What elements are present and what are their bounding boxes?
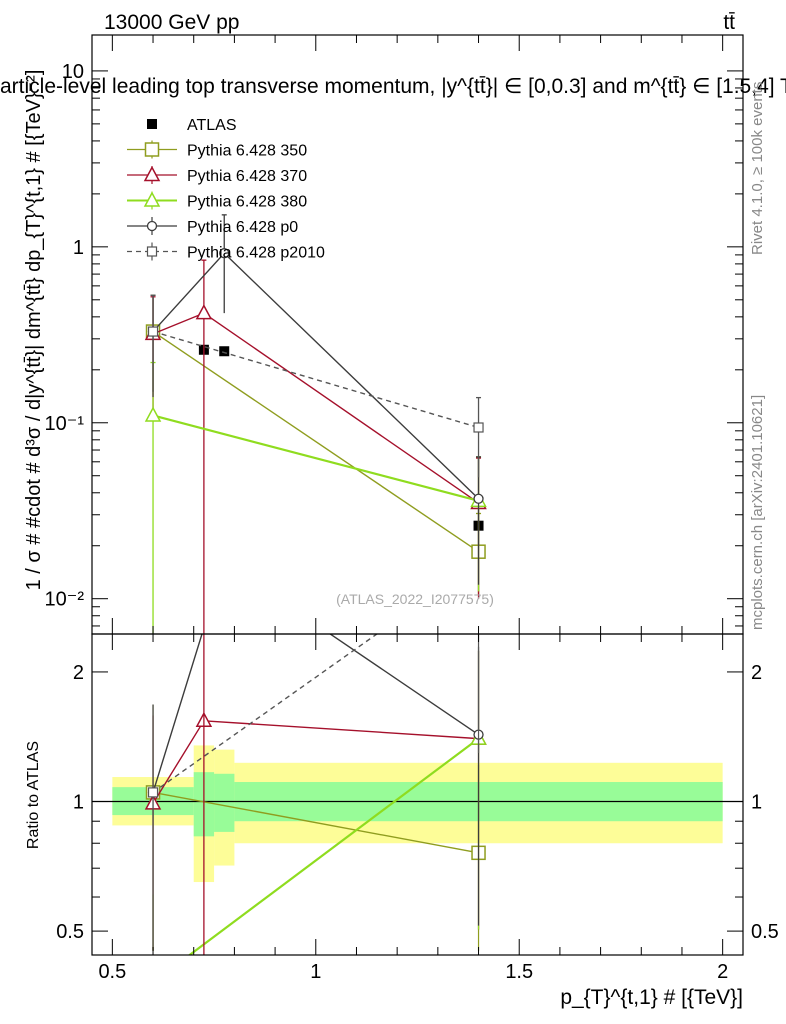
- xtick-label: 1.5: [505, 961, 533, 983]
- pythia-6-428-350-line: [152, 330, 479, 553]
- ratio-series: [144, 634, 487, 955]
- analysis-watermark: (ATLAS_2022_I2077575): [336, 591, 494, 607]
- ratio-pythia-6-428-p0-line: [152, 634, 479, 793]
- ratio-frame: [91, 633, 744, 956]
- pythia-6-428-p0-line: [152, 252, 480, 500]
- xtick-label: 1: [310, 961, 321, 983]
- legend-pythia-6-428-p2010-label: Pythia 6.428 p2010: [187, 245, 325, 262]
- rivet-label: Rivet 4.1.0, ≥ 100k events: [749, 82, 766, 255]
- legend-atlas-label: ATLAS: [187, 117, 237, 134]
- ratio-pythia-6-428-p2010-point-0: [147, 787, 159, 798]
- ratio-ytick-label-right: 0.5: [751, 921, 779, 943]
- legend-pythia-6-428-p2010-marker: [146, 246, 158, 257]
- main-ytick-label: 10⁻¹: [45, 413, 85, 435]
- pythia-6-428-380-point-0: [144, 406, 162, 422]
- pythia-6-428-p2010-point-0: [147, 326, 159, 337]
- axes: 10⁻² 10⁻¹ 1 10 0.5 1 1.5 2 0.5 0.5 1 1 2 2: [45, 35, 779, 983]
- legend-pythia-6-428-p2010: Pythia 6.428 p2010: [127, 242, 325, 262]
- ratio-ytick-label-left: 1: [73, 792, 84, 814]
- legend-pythia-6-428-370: Pythia 6.428 370: [127, 165, 307, 185]
- process-label: tt̄: [723, 11, 735, 34]
- main-ylabel: 1 / σ # #cdot # d³σ / d|y^{tt̄}| dm^{tt̄…: [23, 70, 45, 591]
- ratio-ytick-label-left: 2: [73, 662, 84, 684]
- legend-pythia-6-428-p0-label: Pythia 6.428 p0: [187, 219, 298, 236]
- band-inner-2: [214, 773, 235, 832]
- series-pythia-6-428-350: [145, 294, 486, 595]
- legend-pythia-6-428-380-marker: [143, 191, 161, 207]
- pythia-6-428-p0-point-2: [473, 493, 484, 504]
- chart-title: Particle-level leading top transverse mo…: [0, 75, 786, 98]
- legend-atlas: ATLAS: [147, 117, 237, 134]
- legend-pythia-6-428-370-marker: [143, 165, 161, 182]
- ratio-ytick-label-left: 0.5: [56, 921, 84, 943]
- ratio-ytick-label-right: 2: [751, 662, 762, 684]
- series-pythia-6-428-p0: [147, 214, 484, 585]
- legend-atlas-marker: [147, 119, 157, 129]
- xtick-label: 0.5: [98, 961, 126, 983]
- legend-pythia-6-428-p0-marker: [146, 220, 158, 232]
- legend-pythia-6-428-380-label: Pythia 6.428 380: [187, 194, 307, 211]
- xlabel: p_{T}^{t,1} # [{TeV}]: [560, 986, 743, 1009]
- series-ratio-pythia-6-428-p2010: [147, 634, 480, 951]
- xtick-label: 2: [717, 961, 728, 983]
- legend: ATLAS Pythia 6.428 350 Pythia 6.428 370 Pyt…: [127, 117, 325, 262]
- energy-label: 13000 GeV pp: [104, 11, 239, 34]
- legend-pythia-6-428-350: Pythia 6.428 350: [127, 140, 307, 160]
- legend-pythia-6-428-380: Pythia 6.428 380: [127, 191, 307, 211]
- main-series: [144, 214, 487, 634]
- atlas-point-1: [219, 346, 230, 357]
- ratio-ylabel: Ratio to ATLAS: [25, 741, 42, 849]
- main-ytick-label: 1: [73, 237, 84, 259]
- pythia-6-428-p2010-line: [152, 330, 479, 429]
- pythia-6-428-p0-point-1: [219, 248, 230, 259]
- pythia-6-428-370-point-1: [195, 304, 213, 320]
- legend-pythia-6-428-p0: Pythia 6.428 p0: [127, 217, 298, 236]
- ratio-pythia-6-428-350-line: [152, 791, 479, 854]
- ratio-pythia-6-428-p2010-line: [152, 634, 379, 793]
- legend-pythia-6-428-350-marker: [144, 142, 160, 157]
- legend-pythia-6-428-350-label: Pythia 6.428 350: [187, 143, 307, 160]
- ratio-ytick-label-right: 1: [751, 792, 762, 814]
- series-pythia-6-428-p2010: [147, 294, 484, 478]
- pythia-6-428-380-line: [152, 414, 479, 502]
- pythia-6-428-p2010-point-1: [473, 422, 484, 433]
- main-ytick-label: 10: [62, 61, 84, 83]
- legend-pythia-6-428-370-label: Pythia 6.428 370: [187, 168, 307, 185]
- mcplots-label: mcplots.cern.ch [arXiv:2401.10621]: [749, 395, 766, 630]
- ratio-pythia-6-428-380-line: [187, 737, 480, 955]
- main-ytick-label: 10⁻²: [45, 589, 85, 611]
